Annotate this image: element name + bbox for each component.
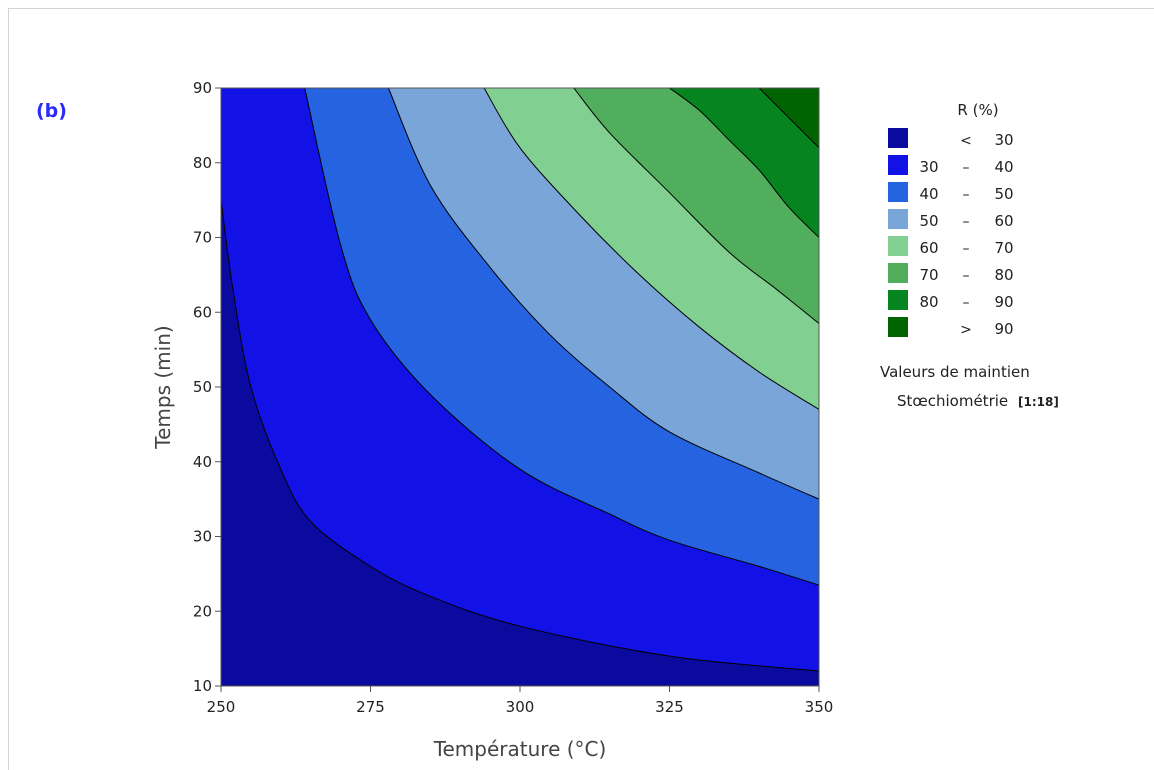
legend-range-sep: < <box>960 133 972 149</box>
legend-range-high: 90 <box>994 293 1013 311</box>
y-tick-label: 70 <box>193 229 212 247</box>
contour-line-90 <box>758 88 819 149</box>
legend-range-sep: – <box>963 241 970 257</box>
contour-line-50 <box>387 88 819 500</box>
y-tick-label: 80 <box>193 154 212 172</box>
contour-line-60 <box>483 88 819 410</box>
legend-swatch <box>888 155 908 175</box>
y-tick-label: 10 <box>193 677 212 695</box>
legend-range-high: 80 <box>994 266 1013 284</box>
legend-range-sep: > <box>960 322 972 338</box>
panel-label: (b) <box>36 100 67 122</box>
y-axis-title: Temps (min) <box>151 325 175 449</box>
y-tick-label: 30 <box>193 528 212 546</box>
x-axis: 250 275 300 325 350 <box>207 686 834 716</box>
legend-range-sep: – <box>963 295 970 311</box>
legend-range-low: 60 <box>919 239 938 257</box>
contour-lines <box>221 88 819 672</box>
legend-swatch <box>888 128 908 148</box>
legend-swatch <box>888 209 908 229</box>
hold-values-title: Valeurs de maintien <box>880 363 1030 381</box>
legend-swatch <box>888 182 908 202</box>
legend-range-high: 40 <box>994 158 1013 176</box>
contour-band-above-80 <box>669 88 819 238</box>
legend: R (%) <30 30 – 40 40 – 50 50 – 60 60 – 70 70 – 80 80 – 90 >… <box>880 101 1059 410</box>
x-tick-label: 250 <box>207 698 236 716</box>
contour-line-80 <box>669 88 819 238</box>
legend-range-high: 30 <box>994 131 1013 149</box>
legend-swatch <box>888 290 908 310</box>
legend-range-high: 90 <box>994 320 1013 338</box>
x-axis-title: Température (°C) <box>433 737 607 761</box>
legend-range-low: 80 <box>919 293 938 311</box>
legend-range-high: 50 <box>994 185 1013 203</box>
legend-range-low: 40 <box>919 185 938 203</box>
x-tick-label: 350 <box>805 698 834 716</box>
x-tick-label: 300 <box>506 698 535 716</box>
y-tick-label: 50 <box>193 378 212 396</box>
legend-range-low: 50 <box>919 212 938 230</box>
legend-range-high: 60 <box>994 212 1013 230</box>
x-tick-label: 325 <box>655 698 684 716</box>
contour-line-70 <box>573 88 819 324</box>
contour-bands <box>221 88 819 686</box>
x-tick-label: 275 <box>356 698 385 716</box>
legend-range-high: 70 <box>994 239 1013 257</box>
legend-range-sep: – <box>963 268 970 284</box>
legend-range-sep: – <box>963 214 970 230</box>
legend-range-sep: – <box>963 160 970 176</box>
legend-range-low: 30 <box>919 158 938 176</box>
hold-values-value: [1:18] <box>1018 395 1059 409</box>
legend-title: R (%) <box>957 101 998 119</box>
legend-swatch <box>888 263 908 283</box>
y-tick-label: 60 <box>193 303 212 321</box>
contour-line-40 <box>304 88 819 586</box>
legend-range-sep: – <box>963 187 970 203</box>
chart-frame <box>8 8 1154 770</box>
y-tick-label: 90 <box>193 79 212 97</box>
legend-swatch <box>888 317 908 337</box>
legend-range-low: 70 <box>919 266 938 284</box>
hold-values-label: Stœchiométrie <box>897 392 1008 410</box>
y-tick-label: 40 <box>193 453 212 471</box>
y-tick-label: 20 <box>193 602 212 620</box>
y-axis: 10 20 30 40 50 60 70 80 90 <box>193 79 221 695</box>
contour-line-30 <box>221 200 819 672</box>
legend-swatch <box>888 236 908 256</box>
